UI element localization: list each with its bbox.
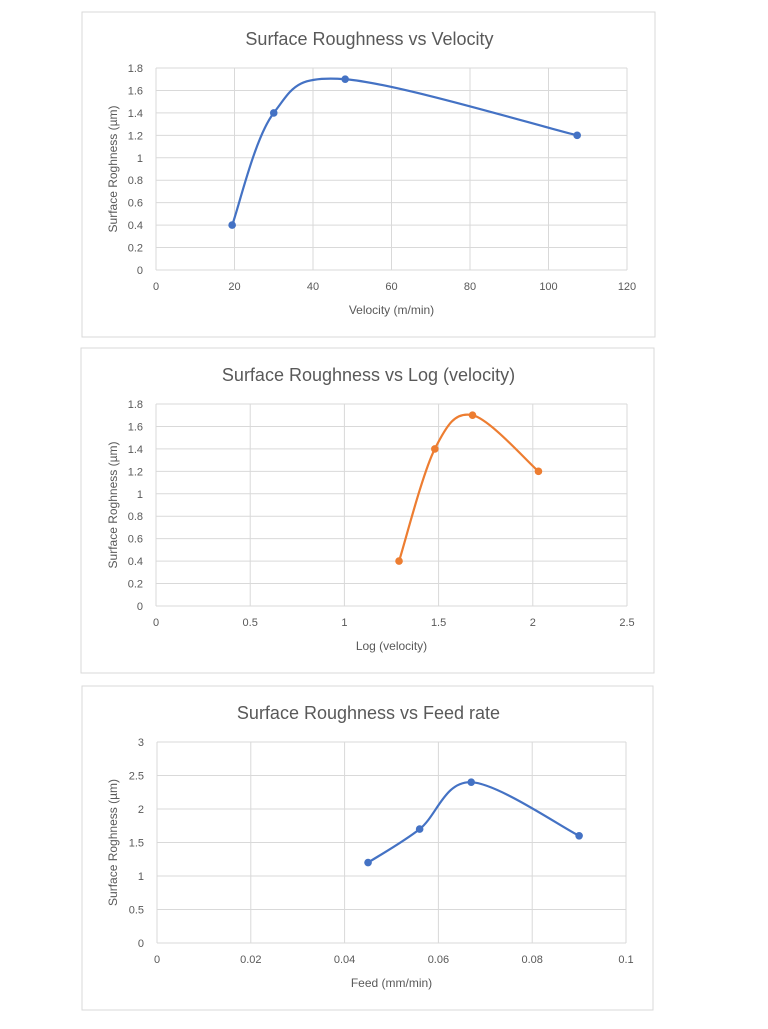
- y-tick-label: 1.8: [128, 63, 143, 75]
- y-tick-label: 1: [138, 871, 144, 883]
- x-tick-label: 1.5: [431, 617, 446, 629]
- x-tick-label: 100: [539, 281, 557, 293]
- x-tick-label: 0.08: [521, 954, 542, 966]
- y-tick-label: 0.6: [128, 198, 143, 210]
- y-tick-label: 0: [138, 938, 144, 950]
- data-point: [534, 467, 543, 476]
- y-tick-label: 0.8: [128, 511, 143, 523]
- chart: 0 0.2 0.4 0.6 0.8 1 1.2 1.4 1.6 1.8 0 20 40 60 80 100 12…: [81, 11, 656, 338]
- data-point: [573, 131, 581, 140]
- y-tick-label: 0.8: [128, 175, 143, 187]
- chart-title: Surface Roughness vs Log (velocity): [222, 365, 515, 385]
- y-tick-label: 0: [137, 265, 143, 277]
- data-point: [415, 825, 424, 833]
- y-tick-label: 0.4: [128, 220, 143, 232]
- x-tick-label: 0.1: [618, 954, 633, 966]
- chart-frame: [81, 685, 654, 1011]
- y-tick-label: 1.2: [128, 466, 143, 478]
- data-point: [575, 832, 583, 840]
- x-tick-label: 80: [464, 281, 476, 293]
- x-tick-label: 0.04: [334, 954, 355, 966]
- x-tick-label: 60: [385, 281, 397, 293]
- y-tick-label: 1.4: [128, 444, 143, 456]
- y-tick-label: 3: [138, 737, 144, 749]
- y-tick-label: 1.2: [128, 130, 143, 142]
- y-tick-label: 1: [137, 489, 143, 501]
- y-tick-label: 1.8: [128, 399, 143, 411]
- x-tick-label: 2: [530, 617, 536, 629]
- y-tick-label: 1.6: [128, 85, 143, 97]
- data-line: [397, 413, 540, 562]
- chart: 0 0.5 1 1.5 2 2.5 3 0 0.02 0.04 0.06 0.08 0.1 Surface…: [81, 685, 654, 1011]
- x-axis-label: Feed (mm/min): [351, 976, 432, 990]
- y-axis-label: Surface Roghness (µm): [106, 442, 120, 569]
- chart-title: Surface Roughness vs Feed rate: [237, 703, 500, 723]
- chart-title: Surface Roughness vs Velocity: [245, 29, 493, 49]
- y-tick-label: 0.2: [128, 579, 143, 591]
- data-point: [269, 109, 278, 117]
- x-tick-label: 20: [228, 281, 240, 293]
- x-tick-label: 120: [618, 281, 636, 293]
- y-tick-label: 1: [137, 153, 143, 165]
- x-tick-label: 40: [307, 281, 319, 293]
- x-axis-label: Log (velocity): [356, 639, 427, 653]
- y-tick-label: 0.4: [128, 556, 143, 568]
- data-line: [367, 781, 580, 864]
- x-tick-label: 1: [341, 617, 347, 629]
- y-axis-label: Surface Roghness (µm): [106, 779, 120, 906]
- data-point: [468, 411, 477, 420]
- data-point: [467, 778, 476, 786]
- data-point: [341, 75, 349, 84]
- chart-frame: [80, 347, 655, 674]
- y-tick-label: 0.5: [129, 905, 144, 917]
- data-point: [431, 445, 439, 453]
- data-point: [364, 858, 372, 867]
- y-tick-label: 1.4: [128, 108, 143, 120]
- x-tick-label: 2.5: [619, 617, 634, 629]
- y-tick-label: 2.5: [129, 771, 144, 783]
- x-tick-label: 0: [153, 617, 159, 629]
- data-point: [395, 557, 403, 565]
- chart-frame: [81, 11, 656, 338]
- y-tick-label: 1.6: [128, 421, 143, 433]
- y-axis-label: Surface Roghness (µm): [106, 106, 120, 233]
- x-tick-label: 0: [153, 281, 159, 293]
- x-tick-label: 0.5: [243, 617, 258, 629]
- y-tick-label: 0: [137, 601, 143, 613]
- x-tick-label: 0.02: [240, 954, 261, 966]
- y-tick-label: 1.5: [129, 838, 144, 850]
- chart: 0 0.2 0.4 0.6 0.8 1 1.2 1.4 1.6 1.8 0 0.5 1 1.5 2 2.5 Su…: [80, 347, 655, 674]
- data-line: [231, 77, 578, 226]
- x-tick-label: 0.06: [428, 954, 449, 966]
- x-axis-label: Velocity (m/min): [349, 303, 434, 317]
- y-tick-label: 2: [138, 804, 144, 816]
- y-tick-label: 0.6: [128, 534, 143, 546]
- y-tick-label: 0.2: [128, 243, 143, 255]
- x-tick-label: 0: [154, 954, 160, 966]
- data-point: [228, 221, 236, 229]
